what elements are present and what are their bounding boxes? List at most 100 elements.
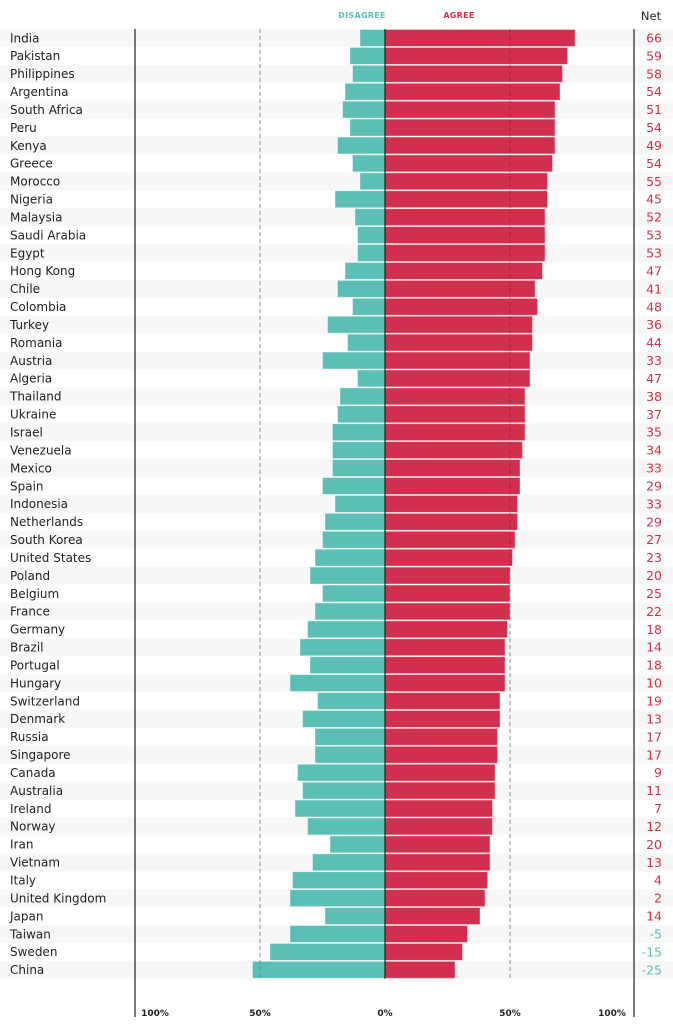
x-tick-labels: 100% 50% 0% 50% 100% [141,1009,626,1019]
bar-disagree [309,566,386,585]
bar-agree [384,208,546,227]
bar-disagree [302,710,386,728]
country-label: Israel [10,426,43,440]
country-label: Brazil [10,641,44,655]
net-value: 33 [646,461,662,476]
bar-agree [384,118,556,137]
net-value: 4 [654,873,662,888]
bar-disagree [314,548,386,567]
country-label: Romania [10,336,62,350]
country-label: Spain [10,479,44,493]
bar-agree [384,960,456,979]
country-label: Hungary [10,676,61,690]
net-values: 6659585451544954554552535347414836443347… [642,30,662,977]
x-tick-label: 0% [377,1009,392,1019]
bar-agree [384,64,563,83]
country-label: Saudi Arabia [10,228,86,242]
country-label: India [10,31,39,45]
net-value: 14 [646,909,662,924]
bar-agree [384,907,481,925]
bar-agree [384,853,491,872]
x-tick-label: 50% [249,1009,271,1019]
bar-agree [384,889,486,907]
bar-disagree [307,620,386,639]
net-value: 37 [646,407,662,422]
net-value: 36 [646,317,662,332]
bar-agree [384,47,568,65]
bar-agree [384,727,498,746]
net-value: 14 [646,640,662,655]
country-label: Canada [10,766,56,780]
bar-disagree [332,423,386,442]
country-label: Russia [10,730,49,744]
bar-disagree [269,943,386,961]
x-tick-label: 100% [141,1009,169,1019]
bar-agree [384,620,508,639]
bar-agree [384,584,511,603]
bar-disagree [314,602,386,621]
bar-disagree [357,369,386,388]
net-value: 27 [646,532,662,547]
bar-agree [384,279,536,298]
net-value: 47 [646,371,662,386]
bar-agree [384,943,463,961]
bar-disagree [299,638,386,657]
row-stripe [0,100,673,119]
bar-disagree [317,692,386,710]
net-value: 54 [646,120,662,135]
bar-disagree [342,100,386,119]
bar-disagree [347,333,386,352]
net-value: 49 [646,138,662,153]
country-label: Mexico [10,461,52,475]
bar-disagree [337,279,386,298]
bar-agree [384,566,511,585]
bar-agree [384,495,518,513]
net-value: 18 [646,658,662,673]
bar-disagree [349,47,386,65]
bar-agree [384,745,498,764]
bar-agree [384,710,501,728]
net-value: 34 [646,443,662,458]
country-label: Philippines [10,67,75,81]
country-label: Sweden [10,945,57,959]
net-value: -5 [650,926,662,941]
country-label: Algeria [10,372,52,386]
net-value: 7 [654,801,662,816]
bar-disagree [357,244,386,262]
net-value: 11 [646,783,662,798]
bar-disagree [349,118,386,137]
bar-agree [384,441,523,459]
axes [134,29,635,1017]
bar-disagree [314,745,386,764]
net-value: 13 [646,711,662,726]
bar-agree [384,351,531,370]
country-label: Japan [9,909,43,923]
country-label: Thailand [9,390,62,404]
bar-agree [384,548,513,567]
x-tick-label: 50% [499,1009,521,1019]
net-value: 38 [646,389,662,404]
net-value: 52 [646,210,662,225]
net-value: 54 [646,156,662,171]
bar-agree [384,226,546,244]
bar-disagree [359,29,386,47]
country-label: Egypt [10,246,45,260]
bar-agree [384,835,491,854]
net-value: 59 [646,48,662,63]
bar-disagree [322,584,386,603]
row-stripe [0,136,673,155]
bar-agree [384,692,501,710]
legend-disagree: DISAGREE [338,11,386,20]
country-label: Portugal [10,658,60,672]
net-value: -25 [642,962,662,977]
bar-disagree [324,512,386,531]
bar-disagree [344,82,386,101]
bar-disagree [312,853,386,872]
bar-disagree [324,907,386,925]
bar-disagree [292,871,386,890]
legend-agree: AGREE [443,11,474,20]
country-label: Hong Kong [10,264,75,278]
net-value: 2 [654,891,662,906]
bar-disagree [314,727,386,746]
